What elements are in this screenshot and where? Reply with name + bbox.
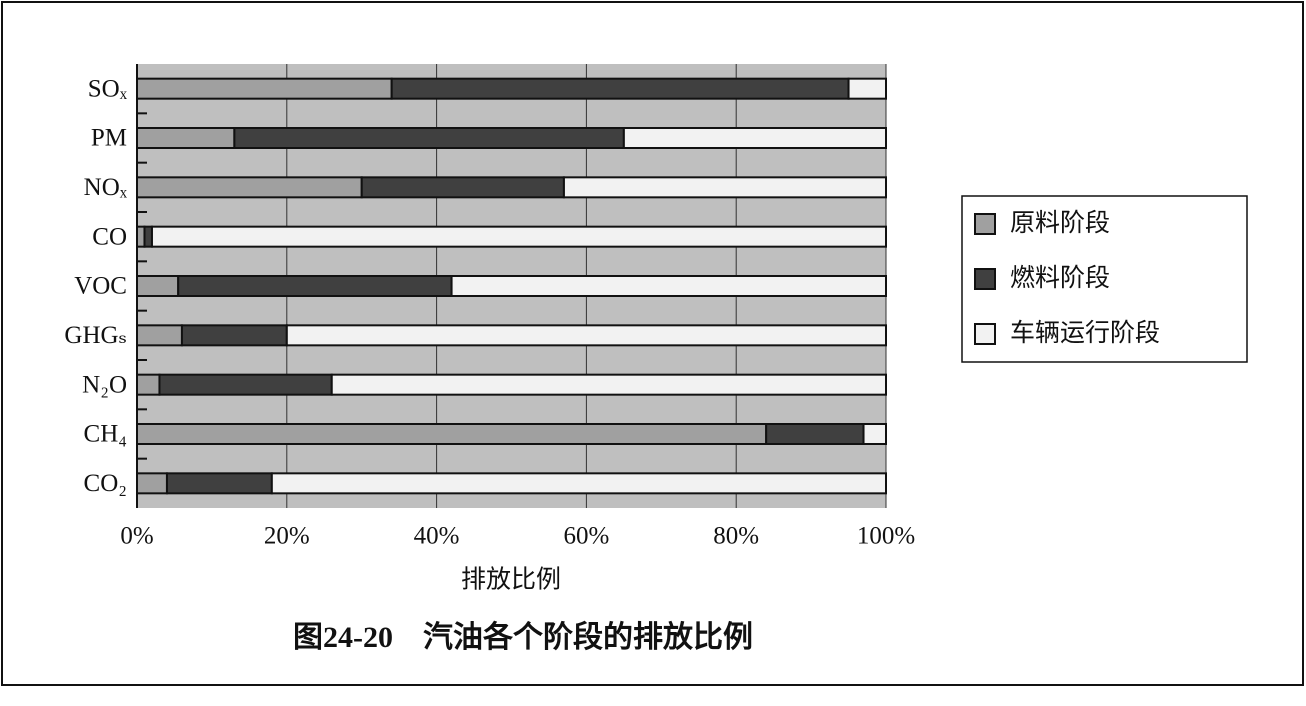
bar-segment	[136, 275, 180, 297]
bar-segment	[390, 77, 850, 100]
y-tick-label: CO	[92, 223, 127, 250]
bar-segment	[285, 324, 887, 347]
x-tick-label: 20%	[264, 523, 310, 550]
bar-segment	[862, 423, 888, 445]
y-tick-label: SOₓ	[88, 75, 128, 102]
legend-swatch	[974, 323, 996, 345]
legend-label: 燃料阶段	[1010, 263, 1110, 292]
x-tick-label: 60%	[563, 523, 609, 550]
bar-segment	[562, 176, 887, 199]
y-tick-label: GHGₛ	[64, 322, 127, 349]
y-tick-label: CO₂	[84, 470, 127, 497]
y-tick-label: VOC	[74, 273, 127, 300]
x-axis-label: 排放比例	[461, 566, 561, 594]
legend-label: 原料阶段	[1010, 208, 1110, 237]
bar-segment	[330, 373, 887, 396]
bar-segment	[233, 127, 625, 149]
bar-segment	[136, 127, 236, 149]
bar-segment	[847, 77, 887, 100]
x-tick-label: 80%	[713, 523, 759, 550]
x-tick-label: 40%	[414, 523, 460, 550]
bar-segment	[143, 225, 153, 248]
bar-segment	[158, 373, 333, 396]
y-tick-label: NOₓ	[84, 174, 128, 201]
y-tick-label: PM	[91, 125, 127, 152]
bar-segment	[136, 324, 183, 347]
legend-label: 车辆运行阶段	[1010, 318, 1160, 347]
x-tick-label: 0%	[120, 523, 153, 550]
bar-segment	[270, 472, 887, 495]
bar-segment	[136, 373, 161, 396]
legend-swatch	[974, 213, 996, 235]
bar-segment	[450, 275, 887, 297]
bar-segment	[136, 225, 146, 248]
bar-segment	[765, 423, 865, 445]
y-tick-label: N₂O	[82, 371, 127, 398]
page-border	[1, 1, 1304, 686]
bar-segment	[360, 176, 565, 199]
legend-swatch	[974, 268, 996, 290]
bar-segment	[150, 225, 888, 248]
legend-box	[961, 195, 1248, 363]
bar-segment	[177, 275, 453, 297]
y-tick-label: CH₄	[84, 421, 127, 448]
x-tick-label: 100%	[857, 523, 915, 550]
bar-segment	[165, 472, 273, 495]
bar-segment	[180, 324, 288, 347]
bar-segment	[136, 176, 363, 199]
bar-segment	[622, 127, 887, 149]
chart-title: 图24-20 汽油各个阶段的排放比例	[293, 620, 753, 654]
bar-segment	[136, 472, 168, 495]
bar-segment	[136, 77, 393, 100]
bar-segment	[136, 423, 768, 445]
